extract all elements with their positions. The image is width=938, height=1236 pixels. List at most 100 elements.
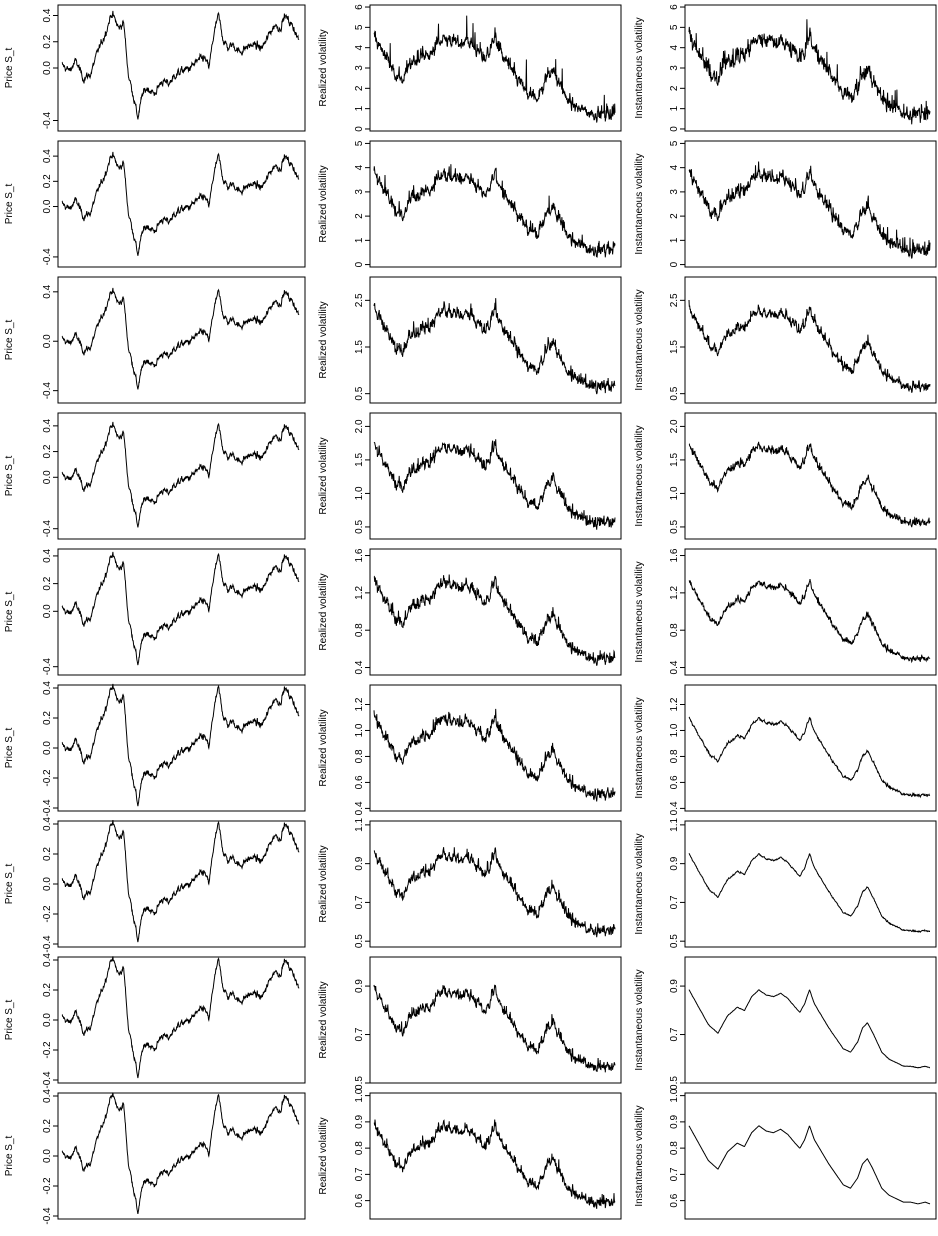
y-tick-label: 0.6 [669, 775, 680, 789]
y-tick-label: -0.2 [42, 1177, 53, 1195]
panel-3-3: 0.5 1.5 2.5 Instantaneous volatility [634, 276, 937, 404]
series-line [373, 708, 616, 802]
y-tick-label: 0.2 [42, 576, 53, 590]
panel-frame [684, 1092, 937, 1220]
y-tick-label: 0.7 [354, 895, 365, 909]
series-line [688, 19, 931, 125]
panel-3-5: 0.4 0.8 1.2 1.6 Instantaneous volatility [634, 548, 937, 676]
y-axis-label: Instantaneous volatility [634, 561, 645, 662]
y-tick-label: 1.5 [354, 340, 365, 354]
y-tick-label: 0.5 [354, 1076, 365, 1090]
y-tick-label: 0.2 [42, 711, 53, 725]
y-tick-label: 0.5 [669, 1076, 680, 1090]
y-tick-label: 0 [354, 126, 365, 132]
y-tick-label: 0.8 [669, 749, 680, 763]
panel-2-6: 0.4 0.6 0.8 1.0 1.2 Realized volatility [318, 684, 622, 815]
panel-frame [369, 1092, 622, 1220]
y-tick-label: 0.7 [669, 1167, 680, 1181]
y-axis-label: Instantaneous volatility [634, 17, 645, 118]
y-tick-label: 1.1 [669, 817, 680, 831]
y-tick-label: 0.0 [42, 470, 53, 484]
series-line [688, 716, 931, 799]
y-tick-label: 0.4 [42, 418, 53, 432]
series-line [373, 984, 616, 1073]
y-tick-label: 0.8 [669, 623, 680, 637]
y-tick-label: 0.5 [669, 386, 680, 400]
y-tick-label: 3 [669, 65, 680, 71]
y-tick-label: -0.2 [42, 1041, 53, 1059]
series-line [61, 1092, 300, 1214]
y-axis-label: Price S_t [4, 1135, 15, 1176]
series-line [373, 298, 616, 395]
y-axis-label: Realized volatility [318, 301, 329, 378]
y-axis-label: Price S_t [4, 183, 15, 224]
y-axis-label: Instantaneous volatility [634, 697, 645, 798]
y-tick-label: 0.6 [354, 1193, 365, 1207]
y-tick-label: 1.2 [669, 585, 680, 599]
series-line [373, 1119, 616, 1209]
y-tick-label: 2 [669, 85, 680, 91]
y-tick-label: 0.8 [669, 1141, 680, 1155]
y-tick-label: 4 [669, 44, 680, 50]
y-tick-label: 5 [669, 140, 680, 146]
panel-3-2: 0 1 2 3 4 5 Instantaneous volatility [634, 140, 937, 268]
panel-frame [369, 820, 622, 948]
y-tick-label: 1.6 [669, 548, 680, 562]
series-line [373, 439, 616, 530]
y-axis-label: Instantaneous volatility [634, 1105, 645, 1206]
y-axis-label: Realized volatility [318, 437, 329, 514]
panel-2-8: 0.5 0.7 0.9 Realized volatility [318, 956, 622, 1090]
y-tick-label: 0 [669, 261, 680, 267]
y-tick-label: 0 [669, 126, 680, 132]
panel-1-7: 0.4 0.2 0.0 -0.2 -0.4 Price S_t [4, 817, 306, 953]
y-tick-label: 0.8 [354, 623, 365, 637]
y-tick-label: 4 [354, 44, 365, 50]
y-tick-label: 0.4 [42, 1089, 53, 1103]
panel-frame [369, 548, 622, 676]
y-tick-label: 1.5 [669, 340, 680, 354]
y-tick-label: 1.2 [354, 697, 365, 711]
y-tick-label: 4 [354, 164, 365, 170]
panel-1-2: 0.4 0.2 0.0 -0.4 Price S_t [4, 140, 306, 268]
panel-1-9: 0.4 0.2 0.0 -0.2 -0.4 Price S_t [4, 1089, 306, 1225]
y-tick-label: 0.4 [42, 8, 53, 22]
y-tick-label: 2 [354, 85, 365, 91]
series-line [373, 574, 616, 666]
y-tick-label: 1.0 [354, 1088, 365, 1102]
panel-2-3: 0.5 1.5 2.5 Realized volatility [318, 276, 622, 404]
y-axis-label: Price S_t [4, 319, 15, 360]
y-tick-label: -0.4 [42, 935, 53, 953]
y-tick-label: 0.0 [42, 199, 53, 213]
panel-frame [369, 684, 622, 812]
y-tick-label: 0.4 [669, 801, 680, 815]
y-tick-label: -0.4 [42, 248, 53, 266]
y-tick-label: 0.5 [354, 386, 365, 400]
series-line [61, 551, 300, 666]
panel-frame [684, 548, 937, 676]
y-tick-label: -0.4 [42, 111, 53, 129]
panel-2-2: 0 1 2 3 4 5 Realized volatility [318, 140, 622, 268]
y-tick-label: 1 [669, 105, 680, 111]
y-tick-label: 0.9 [354, 979, 365, 993]
y-tick-label: -0.4 [42, 520, 53, 538]
panel-frame [369, 956, 622, 1084]
panel-1-8: 0.4 0.2 0.0 -0.2 -0.4 Price S_t [4, 953, 306, 1089]
y-tick-label: 2 [354, 213, 365, 219]
y-tick-label: 0 [354, 261, 365, 267]
y-tick-label: 0.7 [354, 1167, 365, 1181]
y-tick-label: 3 [669, 189, 680, 195]
y-axis-label: Instantaneous volatility [634, 153, 645, 254]
panel-frame [57, 548, 306, 676]
y-tick-label: -0.4 [42, 658, 53, 676]
y-tick-label: 1.0 [669, 1088, 680, 1102]
y-axis-label: Price S_t [4, 455, 15, 496]
y-tick-label: 1.0 [354, 486, 365, 500]
y-axis-label: Realized volatility [318, 29, 329, 106]
y-tick-label: 0.0 [42, 334, 53, 348]
series-line [688, 299, 931, 393]
panel-grid: 0.4 0.2 0.0 -0.4 Price S_t 0.4 0.2 0.0 -0.4 Price… [4, 4, 937, 1225]
y-tick-label: 2.0 [354, 419, 365, 433]
y-tick-label: 0.4 [669, 660, 680, 674]
y-tick-label: 0.5 [354, 520, 365, 534]
